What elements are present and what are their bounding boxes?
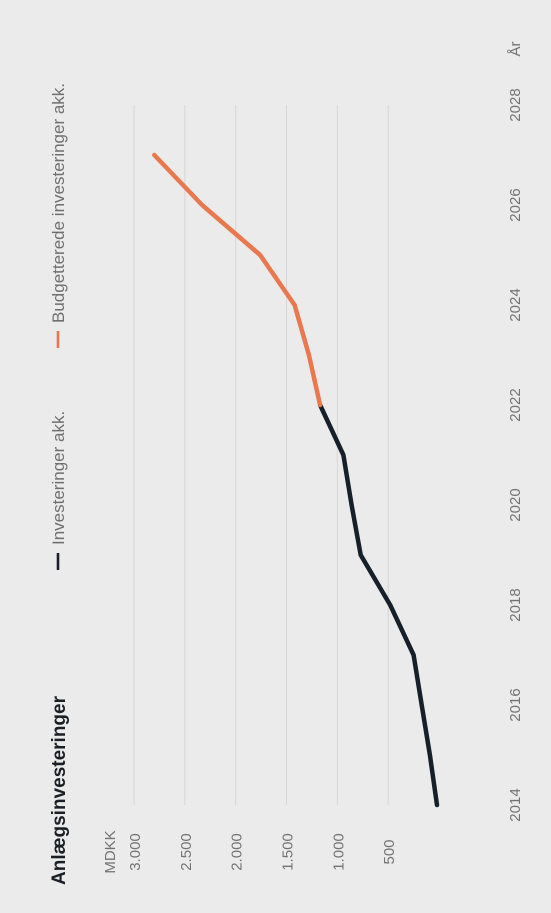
chart-legend: Investeringer akk. Budgetterede invester… bbox=[49, 83, 68, 570]
y-tick-label: 2.000 bbox=[229, 833, 246, 871]
x-tick-label: 2028 bbox=[507, 88, 524, 121]
gridlines bbox=[133, 105, 389, 805]
x-tick-labels: 2014 2016 2018 2020 2022 2024 2026 2028 bbox=[507, 88, 524, 821]
x-tick-label: 2024 bbox=[507, 288, 524, 321]
y-tick-labels: 500 1.000 1.500 2.000 2.500 3.000 bbox=[127, 833, 398, 871]
x-tick-label: 2014 bbox=[507, 788, 524, 821]
x-tick-label: 2020 bbox=[507, 488, 524, 521]
chart-title: Anlægsinvesteringer bbox=[49, 695, 70, 885]
y-tick-label: 500 bbox=[381, 839, 398, 864]
x-tick-label: 2016 bbox=[507, 688, 524, 721]
x-tick-label: 2022 bbox=[507, 388, 524, 421]
x-tick-label: 2026 bbox=[507, 188, 524, 221]
legend-label-budget: Budgetterede investeringer akk. bbox=[49, 83, 68, 323]
legend-label-actual: Investeringer akk. bbox=[49, 411, 68, 545]
y-axis-label: MDKK bbox=[102, 830, 119, 873]
y-tick-label: 1.000 bbox=[330, 833, 347, 871]
y-tick-label: 1.500 bbox=[280, 833, 297, 871]
y-tick-label: 2.500 bbox=[178, 833, 195, 871]
series-line-budget bbox=[152, 152, 323, 408]
x-tick-label: 2018 bbox=[507, 588, 524, 621]
x-axis-label: År bbox=[507, 41, 524, 56]
series-lines bbox=[152, 152, 440, 808]
y-tick-label: 3.000 bbox=[127, 833, 144, 871]
series-line-actual bbox=[317, 402, 440, 808]
